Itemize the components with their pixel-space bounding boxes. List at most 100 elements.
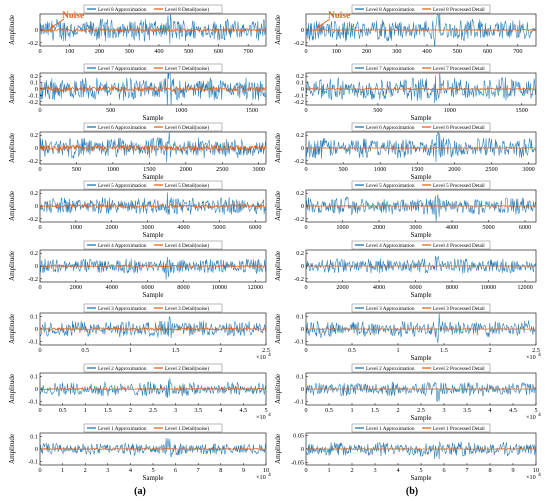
y-axis-label: Amplitude (8, 374, 16, 404)
x-tick-label: 0 (38, 347, 41, 354)
series-detail (306, 265, 536, 267)
x-tick-label: 1000 (374, 166, 386, 173)
y-tick-label: -0.2 (28, 158, 38, 165)
x-tick-label: 1 (84, 407, 87, 414)
legend-label-detail: Level 2 Detail(noise) (165, 365, 209, 372)
x-tick-label: 3000 (141, 224, 153, 231)
x-tick-label: 2 (219, 347, 222, 354)
legend: Level 6 Approximation Level 6 Detail(nois… (83, 122, 223, 132)
x-tick-label: 6 (174, 467, 177, 474)
y-tick-label: 0.2 (296, 73, 304, 80)
y-axis-label: Amplitude (274, 434, 282, 464)
x-tick-label: 2 (129, 407, 132, 414)
legend-label-detail: Level 8 Processed Detail (433, 7, 485, 13)
x-tick-label: 2000 (336, 284, 348, 291)
legend: Level 8 Approximation Level 8 Processed D… (351, 4, 491, 14)
x-tick-label: 3000 (522, 166, 534, 173)
y-tick-label: 0.2 (30, 132, 38, 139)
y-tick-label: -0.2 (28, 99, 38, 106)
x-tick-label: 4000 (106, 284, 118, 291)
x-tick-label: 6000 (519, 224, 531, 231)
y-tick-label: 0.1 (30, 374, 38, 381)
y-tick-label: 0 (301, 446, 304, 453)
series-detail (306, 447, 536, 450)
x-tick-label: 5 (264, 407, 267, 414)
subplot-grid: 0-0.20 100 200 300 400 500 600 700AmplitudeLeve… (8, 4, 541, 482)
x-tick-label: 1500 (143, 166, 155, 173)
series-detail (40, 447, 266, 451)
legend-label-detail: Level 7 Processed Detail (433, 66, 485, 72)
y-tick-label: 0 (301, 145, 304, 152)
x-axis-label: Sample (411, 173, 432, 181)
x-tick-label: 2500 (216, 166, 228, 173)
series-detail (40, 144, 266, 153)
x-tick-label: 0 (304, 407, 307, 414)
legend-label-approximation: Level 2 Approximation (366, 366, 415, 372)
x-tick-label: 6000 (249, 224, 261, 231)
legend: Level 5 Approximation Level 5 Detail(nois… (83, 180, 223, 190)
series-detail (306, 28, 536, 32)
series-approximation (306, 73, 536, 104)
legend-label-detail: Level 3 Detail(noise) (165, 305, 209, 312)
y-tick-label: 0.1 (30, 434, 38, 441)
y-tick-label: 0.05 (293, 433, 304, 440)
legend-box (351, 240, 491, 250)
y-tick-label: -0.1 (28, 338, 38, 345)
y-tick-label: 0.2 (296, 190, 304, 197)
series-detail (40, 85, 266, 93)
legend-label-approximation: Level 8 Approximation (98, 7, 147, 13)
x-exponent: 4 (268, 352, 271, 358)
y-axis-label: Amplitude (8, 74, 16, 104)
y-tick-label: 0.2 (30, 73, 38, 80)
legend-label-detail: Level 4 Detail(noise) (165, 242, 209, 249)
x-axis-label: Sample (411, 291, 432, 299)
x-tick-label: 1 (129, 347, 132, 354)
x-tick-label: 300 (392, 48, 401, 55)
legend-box (351, 363, 491, 373)
y-tick-label: 0 (301, 263, 304, 270)
series-detail (306, 87, 536, 91)
caption-a: (a) (134, 486, 146, 497)
x-tick-label: 3.5 (463, 407, 471, 414)
legend-label-detail: Level 2 Processed Detail (433, 366, 485, 372)
legend-label-approximation: Level 4 Approximation (366, 243, 415, 249)
x-exponent: 4 (268, 472, 271, 478)
legend: Level 1 Approximation Level 1 Processed D… (351, 423, 491, 433)
x-tick-label: 0 (304, 224, 307, 231)
y-tick-label: -0.1 (28, 92, 38, 99)
series-approximation (306, 255, 536, 274)
y-tick-label: 0 (35, 446, 38, 453)
legend: Level 8 Approximation Level 8 Detail(nois… (83, 4, 223, 14)
x-axis-label: Sample (411, 354, 432, 362)
series-approximation (40, 132, 266, 163)
y-tick-label: 0.2 (30, 190, 38, 197)
x-tick-label: 100 (332, 48, 341, 55)
x-tick-label: 0 (38, 224, 41, 231)
x-tick-label: 8 (488, 467, 491, 474)
x-tick-label: 1000 (70, 224, 82, 231)
x-tick-label: 0 (304, 166, 307, 173)
x-multiplier: ×10 (256, 414, 266, 421)
x-tick-label: 6 (442, 467, 445, 474)
legend-label-detail: Level 1 Processed Detail (433, 426, 485, 432)
x-tick-label: 3 (106, 467, 109, 474)
legend-label-detail: Level 7 Detail(noise) (165, 65, 209, 72)
x-axis-label: Sample (143, 474, 164, 482)
x-tick-label: 7 (465, 467, 468, 474)
subplot-b-5: 0.20-0.20 2000 4000 6000 8000 10000 12000Sampl… (274, 240, 537, 299)
x-tick-label: 1000 (444, 107, 456, 114)
x-tick-label: 1500 (515, 107, 527, 114)
y-tick-label: 0.2 (30, 250, 38, 257)
x-tick-label: 8000 (177, 284, 189, 291)
y-axis-label: Amplitude (274, 74, 282, 104)
legend: Level 4 Approximation Level 4 Detail(nois… (83, 240, 223, 250)
y-tick-label: -0.2 (28, 216, 38, 223)
legend-label-detail: Level 8 Detail(noise) (165, 6, 209, 13)
y-tick-label: -0.1 (294, 398, 304, 405)
x-tick-label: 1.5 (371, 407, 379, 414)
y-axis-label: Amplitude (8, 434, 16, 464)
legend-label-approximation: Level 1 Approximation (366, 426, 415, 432)
y-tick-label: 0.2 (296, 132, 304, 139)
x-tick-label: 1000 (175, 107, 187, 114)
